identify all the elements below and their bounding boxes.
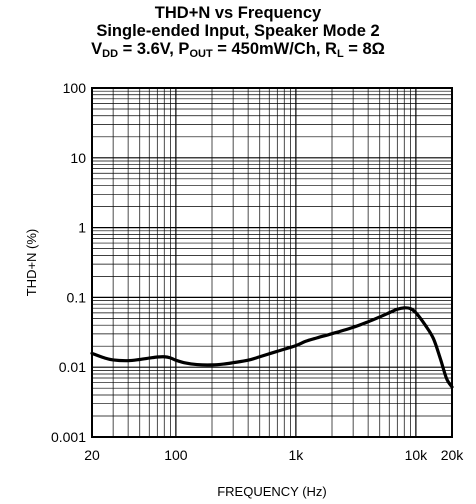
y-tick-label: 0.01 xyxy=(59,359,86,375)
x-tick-label: 10k xyxy=(405,447,429,463)
x-tick-label: 20k xyxy=(441,447,465,463)
x-axis-label: FREQUENCY (Hz) xyxy=(217,484,327,499)
x-tick-label: 1k xyxy=(288,447,304,463)
chart-title: THD+N vs Frequency xyxy=(154,4,322,22)
condition-rl: RL = 8Ω xyxy=(325,40,385,60)
y-tick-labels: 0.001 0.01 0.1 1 10 100 xyxy=(51,80,86,445)
grid-major-lines xyxy=(92,87,452,438)
grid-minor-lines xyxy=(91,88,453,437)
y-tick-label: 1 xyxy=(78,220,86,236)
x-tick-labels: 20 100 1k 10k 20k xyxy=(84,447,464,463)
y-tick-label: 0.001 xyxy=(51,429,86,445)
y-tick-label: 10 xyxy=(70,150,86,166)
chart-title-block: THD+N vs Frequency Single-ended Input, S… xyxy=(0,4,476,63)
y-tick-label: 0.1 xyxy=(67,289,87,305)
condition-pout: POUT = 450mW/Ch xyxy=(178,40,316,60)
series-curves xyxy=(90,306,454,389)
plot-frame xyxy=(91,87,453,438)
y-tick-label: 100 xyxy=(63,80,87,96)
condition-vdd: VDD = 3.6V xyxy=(91,40,170,60)
x-tick-label: 20 xyxy=(84,447,100,463)
y-axis-label: THD+N (%) xyxy=(24,229,39,297)
series-line-0 xyxy=(90,306,454,389)
x-tick-label: 100 xyxy=(164,447,188,463)
chart-conditions: VDD = 3.6V, POUT = 450mW/Ch, RL = 8Ω xyxy=(91,40,385,60)
chart-subtitle: Single-ended Input, Speaker Mode 2 xyxy=(96,22,380,40)
